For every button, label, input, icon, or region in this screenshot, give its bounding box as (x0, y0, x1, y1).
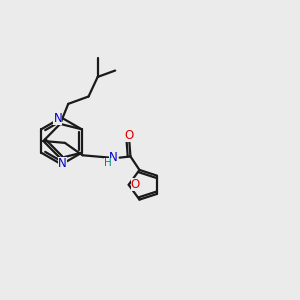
Text: N: N (58, 157, 67, 170)
Text: O: O (124, 129, 134, 142)
Text: N: N (53, 112, 62, 125)
Text: H: H (104, 158, 112, 168)
Text: N: N (109, 151, 118, 164)
Text: O: O (131, 178, 140, 191)
